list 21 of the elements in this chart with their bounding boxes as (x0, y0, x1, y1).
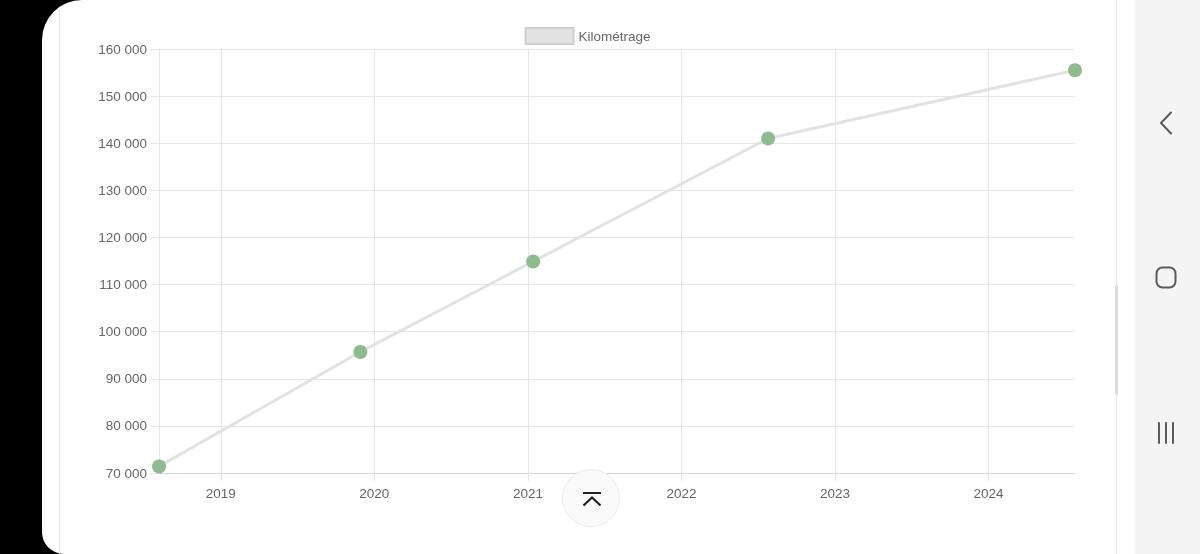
y-tick-label: 100 000 (98, 324, 147, 340)
y-tick-label: 150 000 (98, 88, 147, 104)
x-tick-label: 2019 (205, 485, 236, 501)
y-tick-label: 90 000 (105, 371, 147, 387)
y-tick-label: 140 000 (98, 135, 147, 151)
y-tick-label: 120 000 (98, 229, 147, 245)
point (1068, 63, 1082, 78)
x-tick-label: 2021 (513, 485, 544, 501)
x-tick-label: 2020 (359, 485, 390, 501)
y-tick-label: 130 000 (98, 182, 147, 198)
x-tick-label: 2023 (819, 485, 850, 501)
y-tick-label: 160 000 (98, 41, 147, 57)
point (761, 131, 776, 146)
x-tick-label: 2022 (666, 485, 697, 501)
y-tick-label: 70 000 (105, 465, 147, 481)
point (353, 344, 368, 359)
y-tick-label: 110 000 (99, 277, 147, 293)
x-tick-label: 2024 (973, 485, 1004, 501)
legend-label: Kilométrage (578, 28, 651, 44)
point (526, 254, 541, 269)
y-tick-label: 80 000 (105, 418, 147, 434)
